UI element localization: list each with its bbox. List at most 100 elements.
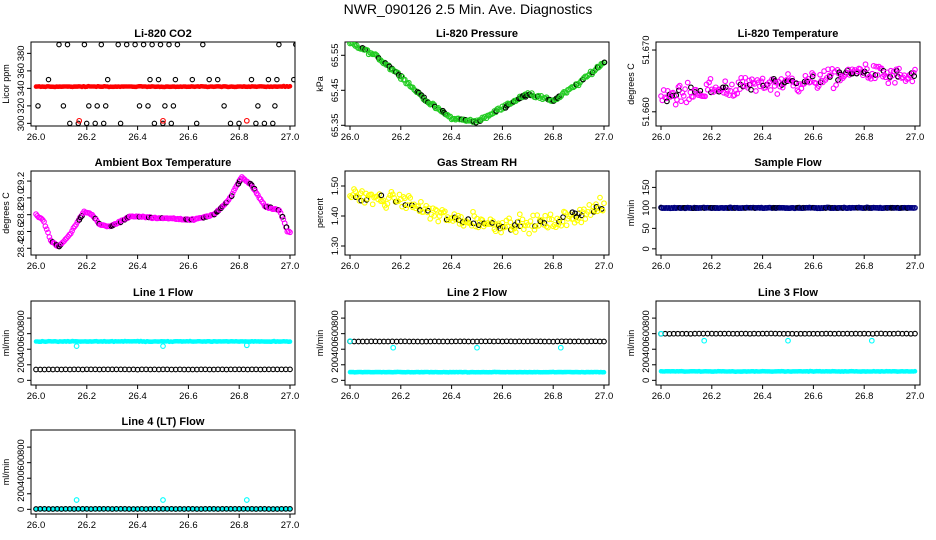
data-point <box>401 195 408 202</box>
y-axis-label: ml/min <box>626 330 636 357</box>
data-point <box>911 73 918 79</box>
data-point <box>753 88 759 94</box>
data-point <box>432 206 439 213</box>
data-point <box>291 76 295 83</box>
data-point <box>532 223 539 230</box>
y-tick-label: 600 <box>641 326 652 342</box>
y-tick-label: 800 <box>330 310 341 326</box>
data-point <box>483 221 490 228</box>
y-tick-label: 400 <box>16 341 27 357</box>
x-tick-label: 26.4 <box>442 132 461 143</box>
plot-frame <box>344 170 610 256</box>
data-point <box>193 120 200 126</box>
x-tick-label: 26.6 <box>179 132 198 143</box>
y-tick-label: 0 <box>641 246 652 251</box>
data-marks <box>347 338 607 375</box>
x-tick-label: 26.8 <box>230 261 249 272</box>
y-tick-label: 65.55 <box>330 43 341 67</box>
data-point <box>825 66 831 73</box>
data-point <box>676 82 683 89</box>
y-tick-label: 28.4 <box>16 239 27 258</box>
data-point <box>92 120 98 126</box>
y-axis-label: percent <box>315 197 325 228</box>
data-point <box>162 103 168 109</box>
data-point <box>507 219 514 226</box>
data-point <box>56 42 62 48</box>
data-point <box>160 120 166 126</box>
x-tick-label: 26.6 <box>179 520 198 531</box>
data-point <box>347 338 353 344</box>
data-point <box>256 195 263 201</box>
data-point <box>384 200 391 207</box>
data-point <box>885 80 892 87</box>
data-point <box>347 193 353 199</box>
data-point <box>353 194 359 201</box>
x-tick-label: 26.0 <box>27 520 46 531</box>
x-tick-label: 26.2 <box>392 261 411 272</box>
data-point <box>160 117 166 124</box>
chart-sample: Sample Flow ml/min 26.0 26.2 26.4 26.6 26.8 27.… <box>626 157 924 272</box>
x-tick-label: 26.0 <box>27 132 46 143</box>
y-tick-label: 1.50 <box>330 177 341 196</box>
data-point <box>166 42 172 48</box>
y-tick-label: 200 <box>16 357 27 373</box>
x-tick-label: 26.4 <box>128 391 147 402</box>
data-point <box>83 120 90 126</box>
data-point <box>793 80 800 87</box>
chart-title: Line 3 Flow <box>758 287 818 299</box>
y-tick-label: 400 <box>16 470 27 486</box>
x-tick-label: 26.8 <box>855 391 874 402</box>
data-point <box>270 120 276 126</box>
data-point <box>701 337 708 344</box>
plot-frame <box>30 170 296 256</box>
y-axis-label: kPa <box>315 76 325 92</box>
data-point <box>475 222 482 228</box>
data-point <box>720 84 726 91</box>
data-point <box>435 218 442 225</box>
data-point <box>526 230 532 237</box>
data-point <box>679 89 686 96</box>
data-point <box>221 103 227 109</box>
x-tick-label: 26.8 <box>544 391 563 402</box>
plot-frame <box>655 300 921 386</box>
data-point <box>100 120 107 126</box>
data-point <box>436 213 443 219</box>
x-tick-label: 27.0 <box>595 391 614 402</box>
data-point <box>706 79 712 86</box>
data-point <box>86 103 92 109</box>
data-point <box>912 66 918 73</box>
data-point <box>389 191 396 198</box>
data-point <box>504 223 511 230</box>
data-point <box>549 216 555 223</box>
data-point <box>862 61 869 68</box>
data-point <box>690 94 696 100</box>
data-point <box>658 330 664 337</box>
data-point <box>833 82 839 88</box>
data-point <box>522 222 528 229</box>
data-point <box>590 208 597 215</box>
data-point <box>550 223 557 230</box>
data-point <box>236 178 243 185</box>
y-tick-label: 1.30 <box>330 237 341 256</box>
data-point <box>69 228 75 234</box>
data-point <box>94 103 100 109</box>
data-point <box>189 216 196 222</box>
data-point <box>140 42 147 48</box>
x-tick-label: 27.0 <box>595 132 614 143</box>
data-point <box>785 337 791 344</box>
data-point <box>474 344 480 351</box>
data-point <box>442 208 448 215</box>
data-point <box>42 223 49 230</box>
data-point <box>73 497 80 503</box>
y-tick-label: 320 <box>16 98 27 114</box>
data-point <box>79 213 85 219</box>
y-tick-label: 0 <box>16 507 27 512</box>
data-point <box>675 84 682 90</box>
y-tick-label: 300 <box>16 115 27 131</box>
y-tick-label: 200 <box>16 486 27 502</box>
y-tick-label: 800 <box>641 310 652 326</box>
chart-co2: Li-820 CO2 Licor ppm 26.0 26.2 26.4 26.6 26.8 2… <box>1 28 299 143</box>
page-title: NWR_090126 2.5 Min. Ave. Diagnostics <box>343 1 593 17</box>
data-point <box>534 212 541 218</box>
